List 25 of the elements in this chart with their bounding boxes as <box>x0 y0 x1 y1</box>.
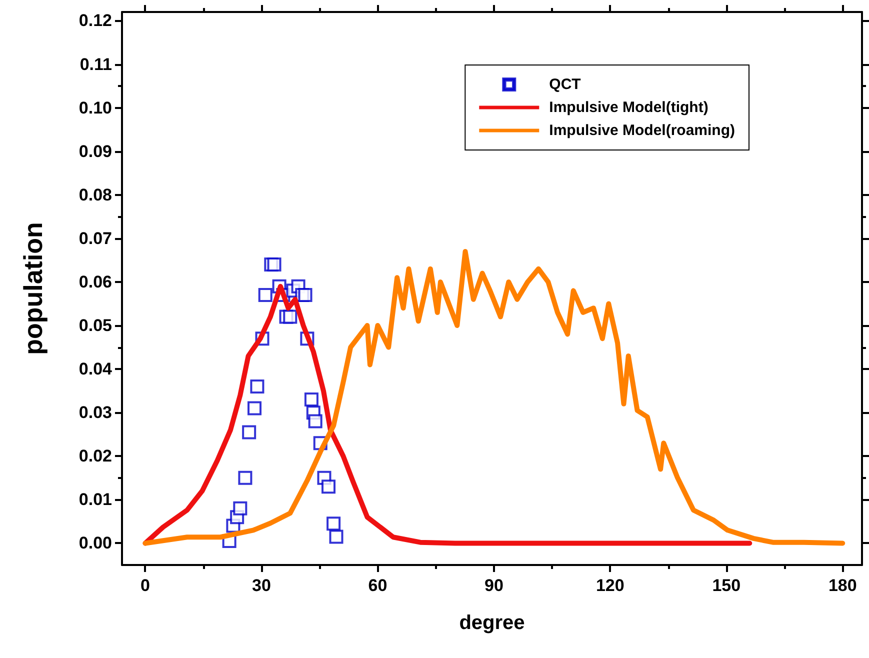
y-tick-label: 0.03 <box>78 403 112 422</box>
x-tick-label: 90 <box>484 576 504 595</box>
y-tick-label: 0.12 <box>78 11 112 30</box>
legend-label: QCT <box>549 76 581 93</box>
y-tick-label: 0.06 <box>78 272 112 292</box>
x-axis-title: degree <box>459 612 525 634</box>
y-tick-label: 0.04 <box>78 360 113 379</box>
x-tick-label: 150 <box>712 576 741 595</box>
legend-label: Impulsive Model(roaming) <box>549 122 736 139</box>
y-axis-title: population <box>18 222 48 355</box>
y-tick-label: 0.10 <box>78 98 112 118</box>
x-tick-label: 30 <box>252 576 271 595</box>
y-tick-label: 0.02 <box>78 446 112 466</box>
x-tick-label: 120 <box>596 576 624 595</box>
y-tick-label: 0.05 <box>78 316 112 336</box>
y-tick-label: 0.00 <box>78 534 112 553</box>
y-tick-label: 0.01 <box>78 490 112 510</box>
x-tick-label: 180 <box>828 576 857 595</box>
y-tick-label: 0.07 <box>78 228 112 248</box>
y-tick-label: 0.08 <box>78 185 112 204</box>
x-tick-label: 60 <box>368 576 388 595</box>
legend-label: Impulsive Model(tight) <box>549 99 708 116</box>
x-tick-label: 0 <box>140 576 150 595</box>
y-tick-label: 0.09 <box>78 142 112 161</box>
y-tick-label: 0.11 <box>80 54 112 74</box>
